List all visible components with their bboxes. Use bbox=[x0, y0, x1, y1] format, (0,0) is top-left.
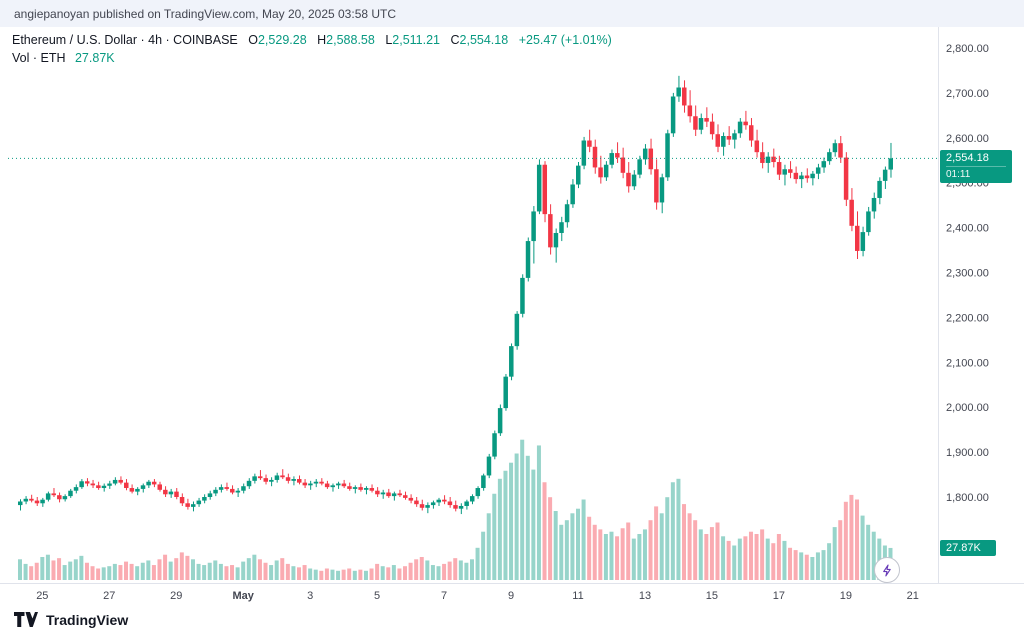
svg-text:2,400.00: 2,400.00 bbox=[946, 223, 989, 235]
svg-text:25: 25 bbox=[36, 590, 48, 602]
legend-low-label: L bbox=[385, 33, 393, 47]
svg-text:17: 17 bbox=[773, 590, 785, 602]
attribution-bar: angiepanoyan published on TradingView.co… bbox=[0, 0, 1024, 27]
legend-open-label: O bbox=[248, 33, 258, 47]
lightning-bolt-icon bbox=[881, 564, 894, 577]
legend-close-label: C bbox=[450, 33, 460, 47]
legend-high-value: 2,588.58 bbox=[326, 33, 375, 47]
svg-text:2,700.00: 2,700.00 bbox=[946, 88, 989, 100]
svg-text:7: 7 bbox=[441, 590, 447, 602]
svg-text:2,300.00: 2,300.00 bbox=[946, 268, 989, 280]
svg-text:2,800.00: 2,800.00 bbox=[946, 43, 989, 55]
volume-value: 27.87K bbox=[74, 51, 115, 65]
svg-text:5: 5 bbox=[374, 590, 380, 602]
volume-legend: Vol · ETH 27.87K bbox=[12, 51, 115, 65]
svg-text:1,800.00: 1,800.00 bbox=[946, 492, 989, 504]
legend-open-value: 2,529.28 bbox=[257, 33, 307, 47]
svg-text:13: 13 bbox=[639, 590, 651, 602]
volume-badge: 27.87K bbox=[940, 539, 996, 556]
svg-text:27: 27 bbox=[103, 590, 115, 602]
svg-text:19: 19 bbox=[840, 590, 852, 602]
svg-text:2,100.00: 2,100.00 bbox=[946, 357, 989, 369]
jump-to-realtime-button[interactable] bbox=[874, 557, 900, 583]
svg-text:1,900.00: 1,900.00 bbox=[946, 447, 989, 459]
chart-legend: Ethereum / U.S. Dollar · 4h · COINBASE O… bbox=[12, 33, 612, 47]
attribution-text: angiepanoyan published on TradingView.co… bbox=[14, 6, 397, 21]
price-scale[interactable] bbox=[938, 27, 1024, 583]
svg-text:9: 9 bbox=[508, 590, 514, 602]
svg-text:2,600.00: 2,600.00 bbox=[946, 133, 989, 145]
svg-text:May: May bbox=[232, 590, 254, 602]
svg-text:3: 3 bbox=[307, 590, 313, 602]
legend-low-value: 2,511.21 bbox=[392, 33, 441, 47]
legend-change-value: +25.47 (+1.01%) bbox=[518, 33, 612, 47]
svg-text:11: 11 bbox=[572, 590, 583, 602]
symbol-title[interactable]: Ethereum / U.S. Dollar · 4h · COINBASE bbox=[12, 33, 238, 47]
volume-badge-value: 27.87K bbox=[946, 541, 981, 554]
tradingview-logo-icon bbox=[14, 611, 38, 628]
svg-text:2,200.00: 2,200.00 bbox=[946, 312, 989, 324]
svg-text:15: 15 bbox=[706, 590, 718, 602]
legend-close-value: 2,554.18 bbox=[459, 33, 509, 47]
last-price-badge: 2,554.18 01:11 bbox=[940, 150, 1012, 184]
time-scale[interactable] bbox=[0, 584, 938, 608]
countdown-timer: 01:11 bbox=[946, 166, 1006, 181]
tradingview-brand-text: TradingView bbox=[46, 611, 129, 628]
svg-text:21: 21 bbox=[907, 590, 919, 602]
svg-text:2,000.00: 2,000.00 bbox=[946, 402, 989, 414]
legend-high-label: H bbox=[317, 33, 327, 47]
tradingview-logo[interactable]: TradingView bbox=[14, 611, 128, 628]
svg-text:29: 29 bbox=[170, 590, 182, 602]
last-price-value: 2,554.18 bbox=[946, 152, 989, 165]
volume-title: Vol · ETH bbox=[12, 51, 66, 65]
